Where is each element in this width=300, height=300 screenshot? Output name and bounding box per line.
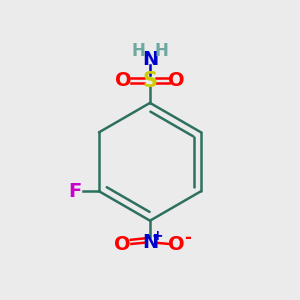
Text: +: + <box>152 229 163 243</box>
Text: N: N <box>142 50 158 69</box>
Text: O: O <box>168 235 185 254</box>
Text: N: N <box>142 233 158 252</box>
Text: O: O <box>115 71 132 90</box>
Text: -: - <box>184 229 191 247</box>
Text: F: F <box>68 182 81 201</box>
Text: H: H <box>155 42 169 60</box>
Text: S: S <box>142 71 158 91</box>
Text: O: O <box>168 71 185 90</box>
Text: O: O <box>114 235 131 254</box>
Text: H: H <box>131 42 145 60</box>
